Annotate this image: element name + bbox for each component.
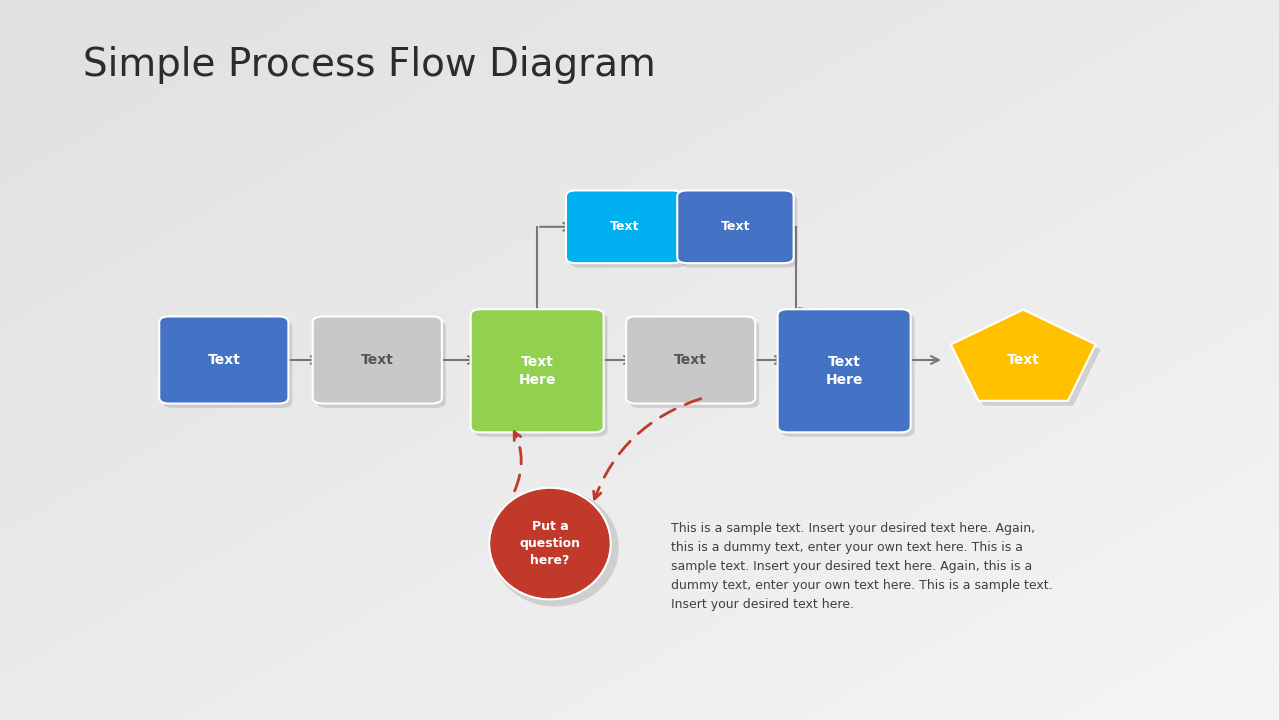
Ellipse shape [489,488,610,599]
FancyBboxPatch shape [629,321,758,408]
Text: Text: Text [720,220,751,233]
Polygon shape [955,315,1101,406]
Text: Text: Text [207,353,240,367]
FancyBboxPatch shape [159,317,288,403]
FancyBboxPatch shape [781,314,914,436]
Text: Text: Text [609,220,640,233]
Text: Text: Text [1007,353,1040,367]
Text: Text
Here: Text Here [518,355,556,387]
FancyBboxPatch shape [625,317,755,403]
Text: Text
Here: Text Here [825,355,863,387]
Polygon shape [950,310,1096,401]
Ellipse shape [491,490,619,606]
Text: Simple Process Flow Diagram: Simple Process Flow Diagram [83,46,656,84]
FancyBboxPatch shape [475,314,608,436]
FancyBboxPatch shape [471,310,604,432]
FancyBboxPatch shape [569,195,686,268]
FancyBboxPatch shape [162,321,292,408]
FancyBboxPatch shape [316,321,445,408]
FancyBboxPatch shape [565,191,682,264]
Text: Text: Text [674,353,707,367]
FancyBboxPatch shape [677,191,793,264]
FancyBboxPatch shape [680,195,797,268]
FancyBboxPatch shape [312,317,441,403]
Text: Put a
question
here?: Put a question here? [519,520,581,567]
FancyBboxPatch shape [778,310,911,432]
Text: Text: Text [361,353,394,367]
Text: This is a sample text. Insert your desired text here. Again,
this is a dummy tex: This is a sample text. Insert your desir… [671,522,1053,611]
